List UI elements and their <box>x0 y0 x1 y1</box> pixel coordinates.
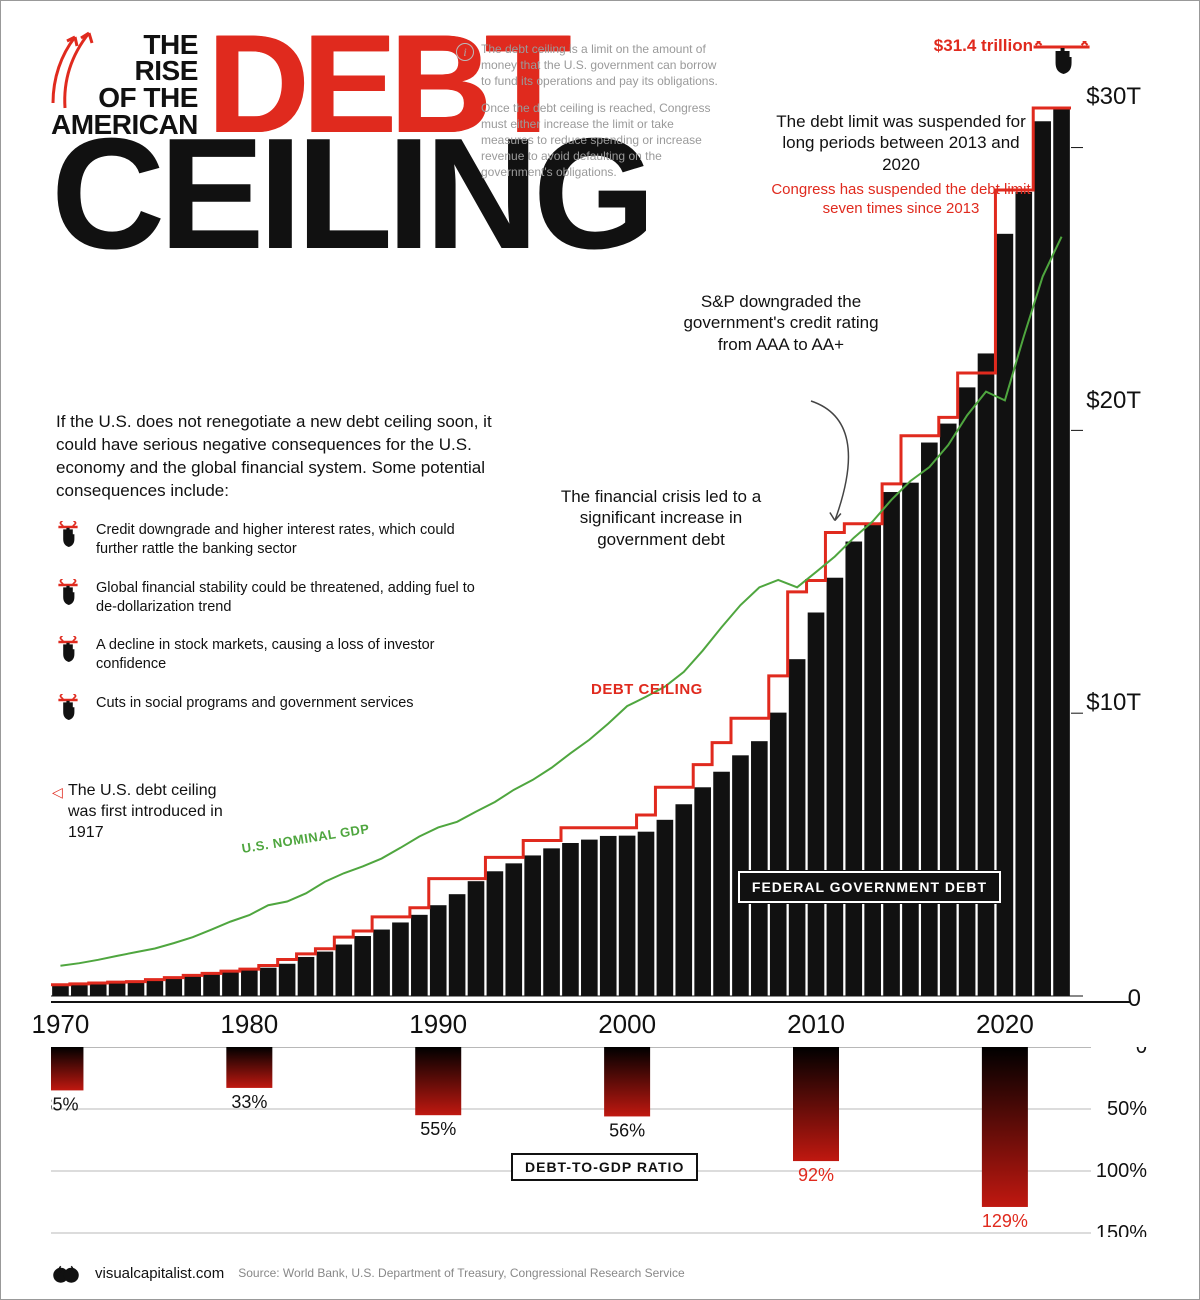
debt-bar <box>165 978 182 996</box>
debt-bar <box>845 542 862 996</box>
debt-bar <box>222 973 239 996</box>
svg-text:100%: 100% <box>1096 1160 1147 1182</box>
debt-to-gdp-chart: 0 50% 100% 150% 35% 33% 55% 56% 92% 129% DEBT-TO-… <box>51 1047 1151 1237</box>
annotation-suspended: The debt limit was suspended for long pe… <box>771 111 1031 218</box>
ratio-bar <box>982 1047 1028 1207</box>
ratio-bar-label: 35% <box>51 1094 78 1114</box>
debt-bar <box>260 968 277 996</box>
ratio-bar <box>51 1047 83 1090</box>
debt-bar <box>959 387 976 996</box>
ratio-bar-label: 92% <box>798 1165 834 1185</box>
debt-bar <box>241 970 258 996</box>
debt-bar <box>675 804 692 996</box>
debt-bar <box>921 443 938 996</box>
annotation-sp: S&P downgraded the government's credit r… <box>681 291 881 355</box>
ratio-bar <box>604 1047 650 1116</box>
federal-debt-series-label: FEDERAL GOVERNMENT DEBT <box>738 871 1001 903</box>
y-tick-label: 0 <box>1128 985 1141 1013</box>
debt-bar <box>524 855 541 996</box>
annotation-text-red: Congress has suspended the debt limit se… <box>771 181 1031 219</box>
debt-ceiling-series-label: DEBT CEILING <box>591 681 703 698</box>
x-axis: 197019801990200020102020 <box>51 1001 1131 1003</box>
debt-bar <box>317 952 334 996</box>
debt-bar <box>71 985 88 996</box>
annotation-crisis: The financial crisis led to a significan… <box>541 486 781 550</box>
debt-bar <box>713 772 730 996</box>
ratio-bar-label: 55% <box>420 1119 456 1139</box>
debt-bar <box>770 713 787 996</box>
x-axis-year: 1980 <box>220 1009 278 1040</box>
debt-bar <box>411 915 428 996</box>
arrow-curve <box>811 401 848 520</box>
svg-text:0: 0 <box>1136 1047 1147 1058</box>
debt-bar <box>430 905 447 996</box>
debt-bar <box>52 986 69 996</box>
x-axis-year: 2000 <box>598 1009 656 1040</box>
debt-bar <box>543 848 560 996</box>
debt-bar <box>449 894 466 996</box>
ratio-bar <box>226 1047 272 1088</box>
debt-bar <box>184 976 201 996</box>
page: THE RISE OF THE AMERICAN DEBT CEILING i … <box>1 1 1199 1299</box>
brand-logo-icon <box>51 1261 81 1285</box>
ratio-bar-label: 56% <box>609 1120 645 1140</box>
debt-bar <box>619 836 636 996</box>
debt-bar <box>373 930 390 996</box>
annotation-text: The debt limit was suspended for long pe… <box>771 111 1031 175</box>
mini-chart-title: DEBT-TO-GDP RATIO <box>511 1153 698 1181</box>
ratio-bar <box>793 1047 839 1161</box>
svg-text:150%: 150% <box>1096 1222 1147 1237</box>
debt-bar <box>203 974 220 996</box>
debt-bar <box>864 523 881 996</box>
debt-bar <box>109 983 126 996</box>
debt-bar <box>279 964 296 996</box>
ratio-bar-label: 33% <box>231 1092 267 1112</box>
y-tick-label: $30T <box>1086 83 1141 111</box>
debt-bar <box>298 957 315 996</box>
debt-bar <box>581 840 598 996</box>
brand-name: visualcapitalist.com <box>95 1265 224 1282</box>
svg-text:50%: 50% <box>1107 1098 1147 1120</box>
debt-bar <box>562 843 579 996</box>
debt-bar <box>694 787 711 996</box>
debt-bar <box>600 836 617 996</box>
debt-bar <box>505 863 522 996</box>
peak-value: $31.4 trillion <box>934 36 1033 56</box>
debt-bar <box>751 741 768 996</box>
x-axis-year: 1970 <box>32 1009 90 1040</box>
y-tick-label: $10T <box>1086 689 1141 717</box>
source-text: Source: World Bank, U.S. Department of T… <box>238 1266 684 1280</box>
debt-bar <box>1053 108 1070 996</box>
ratio-bar <box>415 1047 461 1115</box>
debt-bar <box>902 483 919 996</box>
x-axis-year: 1990 <box>409 1009 467 1040</box>
debt-bar <box>789 659 806 996</box>
x-axis-year: 2010 <box>787 1009 845 1040</box>
debt-bar <box>147 981 164 996</box>
debt-bar <box>354 936 371 996</box>
debt-bar <box>392 922 409 996</box>
debt-bar <box>1015 192 1032 996</box>
debt-bar <box>468 881 485 996</box>
y-tick-label: $20T <box>1086 387 1141 415</box>
debt-bar <box>638 832 655 996</box>
debt-bar <box>808 613 825 996</box>
x-axis-year: 2020 <box>976 1009 1034 1040</box>
ratio-bar-label: 129% <box>982 1211 1028 1231</box>
main-chart: $30T $20T $10T 0 $31.4 trillion The debt… <box>51 41 1131 1001</box>
debt-bar <box>128 982 145 996</box>
debt-bar <box>657 820 674 996</box>
debt-bar <box>487 871 504 996</box>
mini-chart-svg: 0 50% 100% 150% 35% 33% 55% 56% 92% 129% <box>51 1047 1151 1237</box>
debt-bar <box>335 945 352 996</box>
debt-bar <box>940 424 957 996</box>
debt-bar <box>90 984 107 996</box>
peak-fist-icon <box>1034 41 1090 74</box>
debt-bar <box>827 578 844 996</box>
debt-bar <box>1034 121 1051 996</box>
debt-bar <box>883 492 900 996</box>
footer: visualcapitalist.com Source: World Bank,… <box>51 1261 685 1285</box>
